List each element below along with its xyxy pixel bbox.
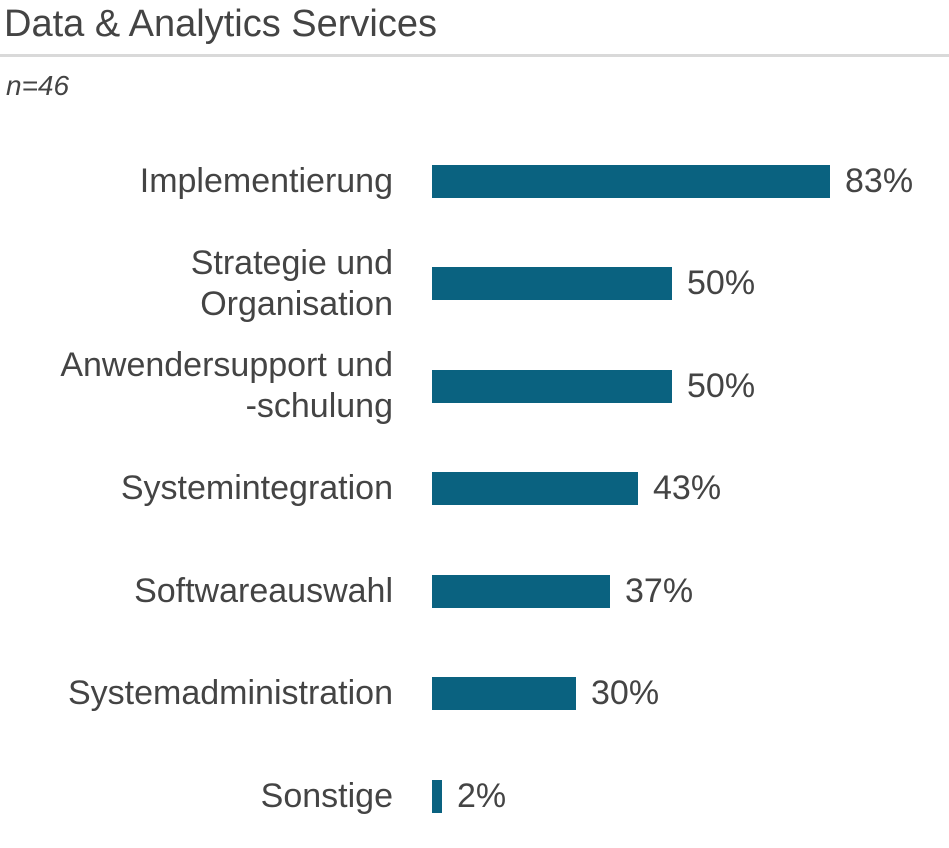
bar-track: 37% [432,572,949,611]
value-label: 83% [845,161,914,200]
bar-track: 50% [432,264,949,303]
chart-row: Implementierung 83% [0,130,949,233]
bar [432,779,442,813]
bar-track: 30% [432,674,949,713]
bar [432,574,610,608]
bar [432,369,672,403]
value-label: 43% [653,469,722,508]
page-title: Data & Analytics Services [4,3,437,45]
category-label: Softwareauswahl [134,571,393,610]
category-label: Sonstige [260,776,393,815]
bar [432,164,830,198]
bar-track: 43% [432,469,949,508]
chart-row: Softwareauswahl 37% [0,540,949,643]
value-label: 50% [687,264,756,303]
value-label: 37% [625,571,694,610]
chart-row: Systemadministration 30% [0,643,949,746]
bar-track: 50% [432,367,949,406]
value-label: 2% [457,776,507,815]
bar-chart: Implementierung 83% Strategie und Organisa… [0,130,949,848]
sample-size-label: n=46 [6,70,70,101]
category-label: Systemintegration [120,469,393,508]
chart-row: Strategie und Organisation 50% [0,233,949,336]
bar [432,677,576,711]
title-separator [0,54,949,57]
value-label: 50% [687,366,756,405]
chart-row: Sonstige 2% [0,745,949,848]
chart-container: Data & Analytics Services n=46 Implement… [0,3,949,815]
category-label: Systemadministration [67,674,393,713]
bar-track: 2% [432,777,949,816]
category-label: Strategie und Organisation [190,243,393,323]
bar-track: 83% [432,162,949,201]
value-label: 30% [591,674,660,713]
chart-row: Systemintegration 43% [0,438,949,541]
category-label: Implementierung [139,161,393,200]
bar [432,472,638,506]
category-label: Anwendersupport und -schulung [60,346,393,426]
bar [432,267,672,301]
chart-row: Anwendersupport und -schulung 50% [0,335,949,438]
